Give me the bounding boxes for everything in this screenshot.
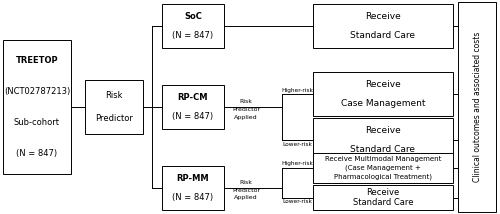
- Text: (NCT02787213): (NCT02787213): [4, 87, 70, 96]
- Text: (Case Management +: (Case Management +: [345, 165, 421, 171]
- Text: (N = 847): (N = 847): [172, 193, 214, 202]
- Text: Applied: Applied: [234, 196, 258, 201]
- Text: Risk: Risk: [240, 98, 252, 104]
- Text: Receive: Receive: [365, 126, 401, 135]
- Text: Lower-risk: Lower-risk: [282, 199, 312, 204]
- Bar: [313, 185, 453, 210]
- Text: Risk: Risk: [240, 180, 252, 184]
- Text: Standard Care: Standard Care: [350, 145, 416, 154]
- Bar: [313, 153, 453, 183]
- Text: Predictor: Predictor: [232, 107, 260, 111]
- Bar: [162, 166, 224, 210]
- Text: Risk: Risk: [105, 91, 123, 100]
- Text: RP-MM: RP-MM: [176, 174, 210, 183]
- Text: Receive: Receive: [366, 187, 400, 197]
- Text: Pharmacological Treatment): Pharmacological Treatment): [334, 174, 432, 180]
- Text: Receive Multimodal Management: Receive Multimodal Management: [325, 156, 441, 162]
- Bar: [313, 118, 453, 162]
- Text: Case Management: Case Management: [341, 99, 425, 108]
- Text: Standard Care: Standard Care: [353, 198, 413, 207]
- Text: (N = 847): (N = 847): [16, 149, 58, 158]
- Text: RP-CM: RP-CM: [178, 93, 208, 102]
- Text: Predictor: Predictor: [232, 187, 260, 193]
- Text: Clinical outcomes and associated costs: Clinical outcomes and associated costs: [472, 32, 482, 182]
- Bar: [458, 2, 496, 212]
- Bar: [162, 4, 224, 48]
- Bar: [313, 4, 453, 48]
- Text: Standard Care: Standard Care: [350, 31, 416, 40]
- Bar: [85, 80, 143, 134]
- Text: TREETOP: TREETOP: [16, 56, 58, 65]
- Text: Applied: Applied: [234, 114, 258, 119]
- Text: SoC: SoC: [184, 12, 202, 21]
- Bar: [313, 72, 453, 116]
- Text: Lower-risk: Lower-risk: [282, 143, 312, 147]
- Bar: [3, 40, 71, 174]
- Text: Receive: Receive: [365, 12, 401, 21]
- Text: Higher-risk: Higher-risk: [281, 162, 313, 166]
- Text: Sub-cohort: Sub-cohort: [14, 118, 60, 127]
- Text: Receive: Receive: [365, 80, 401, 89]
- Text: (N = 847): (N = 847): [172, 31, 214, 40]
- Text: Predictor: Predictor: [95, 114, 133, 123]
- Text: (N = 847): (N = 847): [172, 112, 214, 121]
- Text: Higher-risk: Higher-risk: [281, 88, 313, 92]
- Bar: [162, 85, 224, 129]
